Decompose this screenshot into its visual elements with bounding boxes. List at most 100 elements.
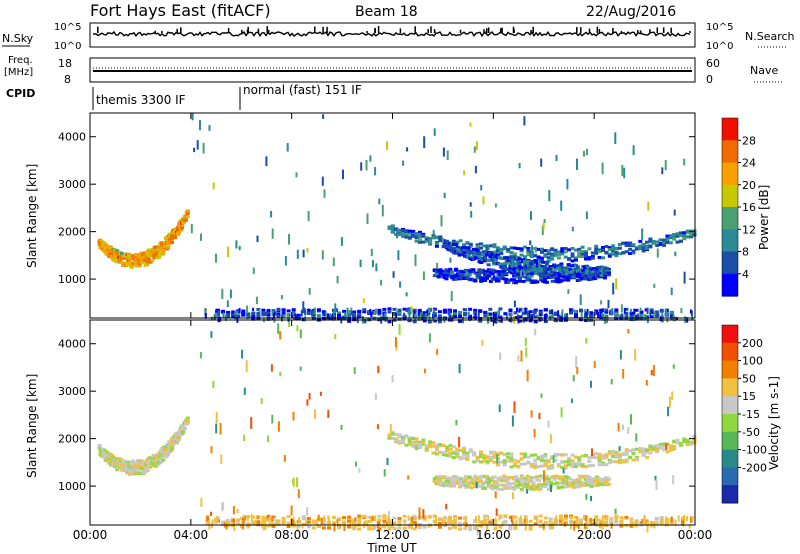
echo-cell bbox=[589, 484, 594, 488]
echo-cell bbox=[619, 520, 624, 524]
echo-cell bbox=[550, 482, 555, 486]
echo-cell bbox=[634, 447, 639, 451]
echo-cell bbox=[450, 272, 455, 276]
nave-tick-high: 60 bbox=[706, 57, 720, 70]
echo-cell bbox=[523, 522, 528, 526]
echo-cell bbox=[512, 464, 517, 467]
echo-cell bbox=[561, 274, 566, 278]
cpid-segment-1: normal (fast) 151 IF bbox=[243, 83, 362, 97]
echo-cell bbox=[607, 451, 612, 455]
echo-cell bbox=[560, 460, 565, 464]
echo-cell bbox=[434, 443, 439, 447]
echo-cell bbox=[658, 238, 663, 242]
scatter-cell bbox=[496, 454, 499, 464]
echo-cell bbox=[477, 484, 482, 488]
echo-cell bbox=[651, 241, 656, 245]
echo-cell bbox=[621, 452, 626, 455]
scatter-cell bbox=[513, 401, 516, 413]
echo-cell bbox=[564, 485, 569, 489]
echo-cell bbox=[604, 480, 609, 484]
ground-cell bbox=[264, 516, 267, 523]
echo-cell bbox=[448, 447, 453, 451]
echo-cell bbox=[546, 460, 551, 464]
echo-cell bbox=[624, 515, 629, 519]
echo-cell bbox=[271, 515, 276, 519]
ground-cell bbox=[501, 521, 504, 526]
echo-cell bbox=[256, 311, 261, 315]
scatter-cell bbox=[566, 179, 569, 190]
colorbar-swatch bbox=[722, 342, 738, 362]
ground-cell bbox=[596, 520, 599, 526]
echo-cell bbox=[554, 476, 559, 480]
echo-cell bbox=[638, 246, 643, 250]
echo-cell bbox=[573, 258, 578, 262]
echo-cell bbox=[624, 449, 629, 453]
echo-cell bbox=[484, 253, 489, 257]
ground-cell bbox=[508, 515, 511, 519]
ground-cell bbox=[519, 515, 522, 519]
echo-cell bbox=[531, 481, 536, 485]
echo-cell bbox=[594, 456, 599, 460]
echo-cell bbox=[508, 309, 513, 313]
ground-cell bbox=[265, 311, 268, 317]
ground-cell bbox=[665, 516, 668, 522]
echo-cell bbox=[535, 262, 540, 266]
scatter-cell bbox=[215, 423, 218, 434]
scatter-cell bbox=[517, 355, 520, 362]
echo-cell bbox=[462, 452, 466, 456]
echo-cell bbox=[609, 518, 614, 522]
echo-cell bbox=[357, 309, 362, 313]
echo-cell bbox=[458, 522, 462, 526]
ground-cell bbox=[274, 519, 277, 526]
echo-cell bbox=[550, 254, 555, 258]
scatter-cell bbox=[238, 246, 241, 251]
echo-cell bbox=[172, 435, 177, 439]
velocity-panel-frame bbox=[89, 319, 696, 526]
echo-cell bbox=[525, 474, 530, 478]
ground-cell bbox=[483, 515, 486, 523]
echo-cell bbox=[424, 444, 429, 448]
echo-cell bbox=[533, 254, 538, 258]
echo-cell bbox=[357, 516, 362, 520]
echo-cell bbox=[508, 527, 513, 531]
scatter-cell bbox=[499, 352, 502, 361]
x-tick-label: 08:00 bbox=[274, 528, 309, 542]
echo-cell bbox=[509, 452, 514, 456]
echo-cell bbox=[490, 272, 495, 276]
echo-cell bbox=[397, 526, 402, 530]
ground-cell bbox=[524, 515, 527, 521]
echo-cell bbox=[473, 525, 478, 529]
echo-cell bbox=[639, 521, 644, 525]
echo-cell bbox=[654, 310, 659, 314]
echo-cell bbox=[669, 311, 674, 315]
colorbar-swatch bbox=[722, 325, 738, 344]
echo-cell bbox=[261, 515, 266, 519]
echo-cell bbox=[606, 269, 611, 273]
echo-cell bbox=[377, 527, 382, 531]
echo-cell bbox=[590, 255, 595, 258]
echo-cell bbox=[533, 320, 538, 324]
echo-cell bbox=[397, 433, 402, 437]
echo-cell bbox=[472, 460, 477, 464]
echo-cell bbox=[404, 233, 409, 237]
echo-cell bbox=[573, 462, 578, 466]
echo-cell bbox=[367, 527, 372, 531]
echo-cell bbox=[176, 232, 180, 236]
echo-cell bbox=[342, 516, 347, 520]
echo-cell bbox=[226, 315, 231, 319]
echo-cell bbox=[662, 448, 666, 452]
echo-cell bbox=[453, 520, 457, 524]
ground-cell bbox=[515, 524, 518, 529]
scatter-cell bbox=[399, 281, 402, 288]
ground-cell bbox=[610, 524, 613, 529]
ground-cell bbox=[378, 521, 381, 526]
echo-cell bbox=[437, 517, 442, 521]
echo-cell bbox=[455, 447, 460, 451]
echo-cell bbox=[672, 446, 677, 450]
ground-cell bbox=[481, 520, 484, 527]
ground-cell bbox=[264, 523, 267, 530]
scatter-cell bbox=[622, 424, 625, 431]
echo-cell bbox=[489, 244, 494, 248]
scatter-cell bbox=[389, 424, 392, 435]
echo-cell bbox=[467, 273, 472, 277]
